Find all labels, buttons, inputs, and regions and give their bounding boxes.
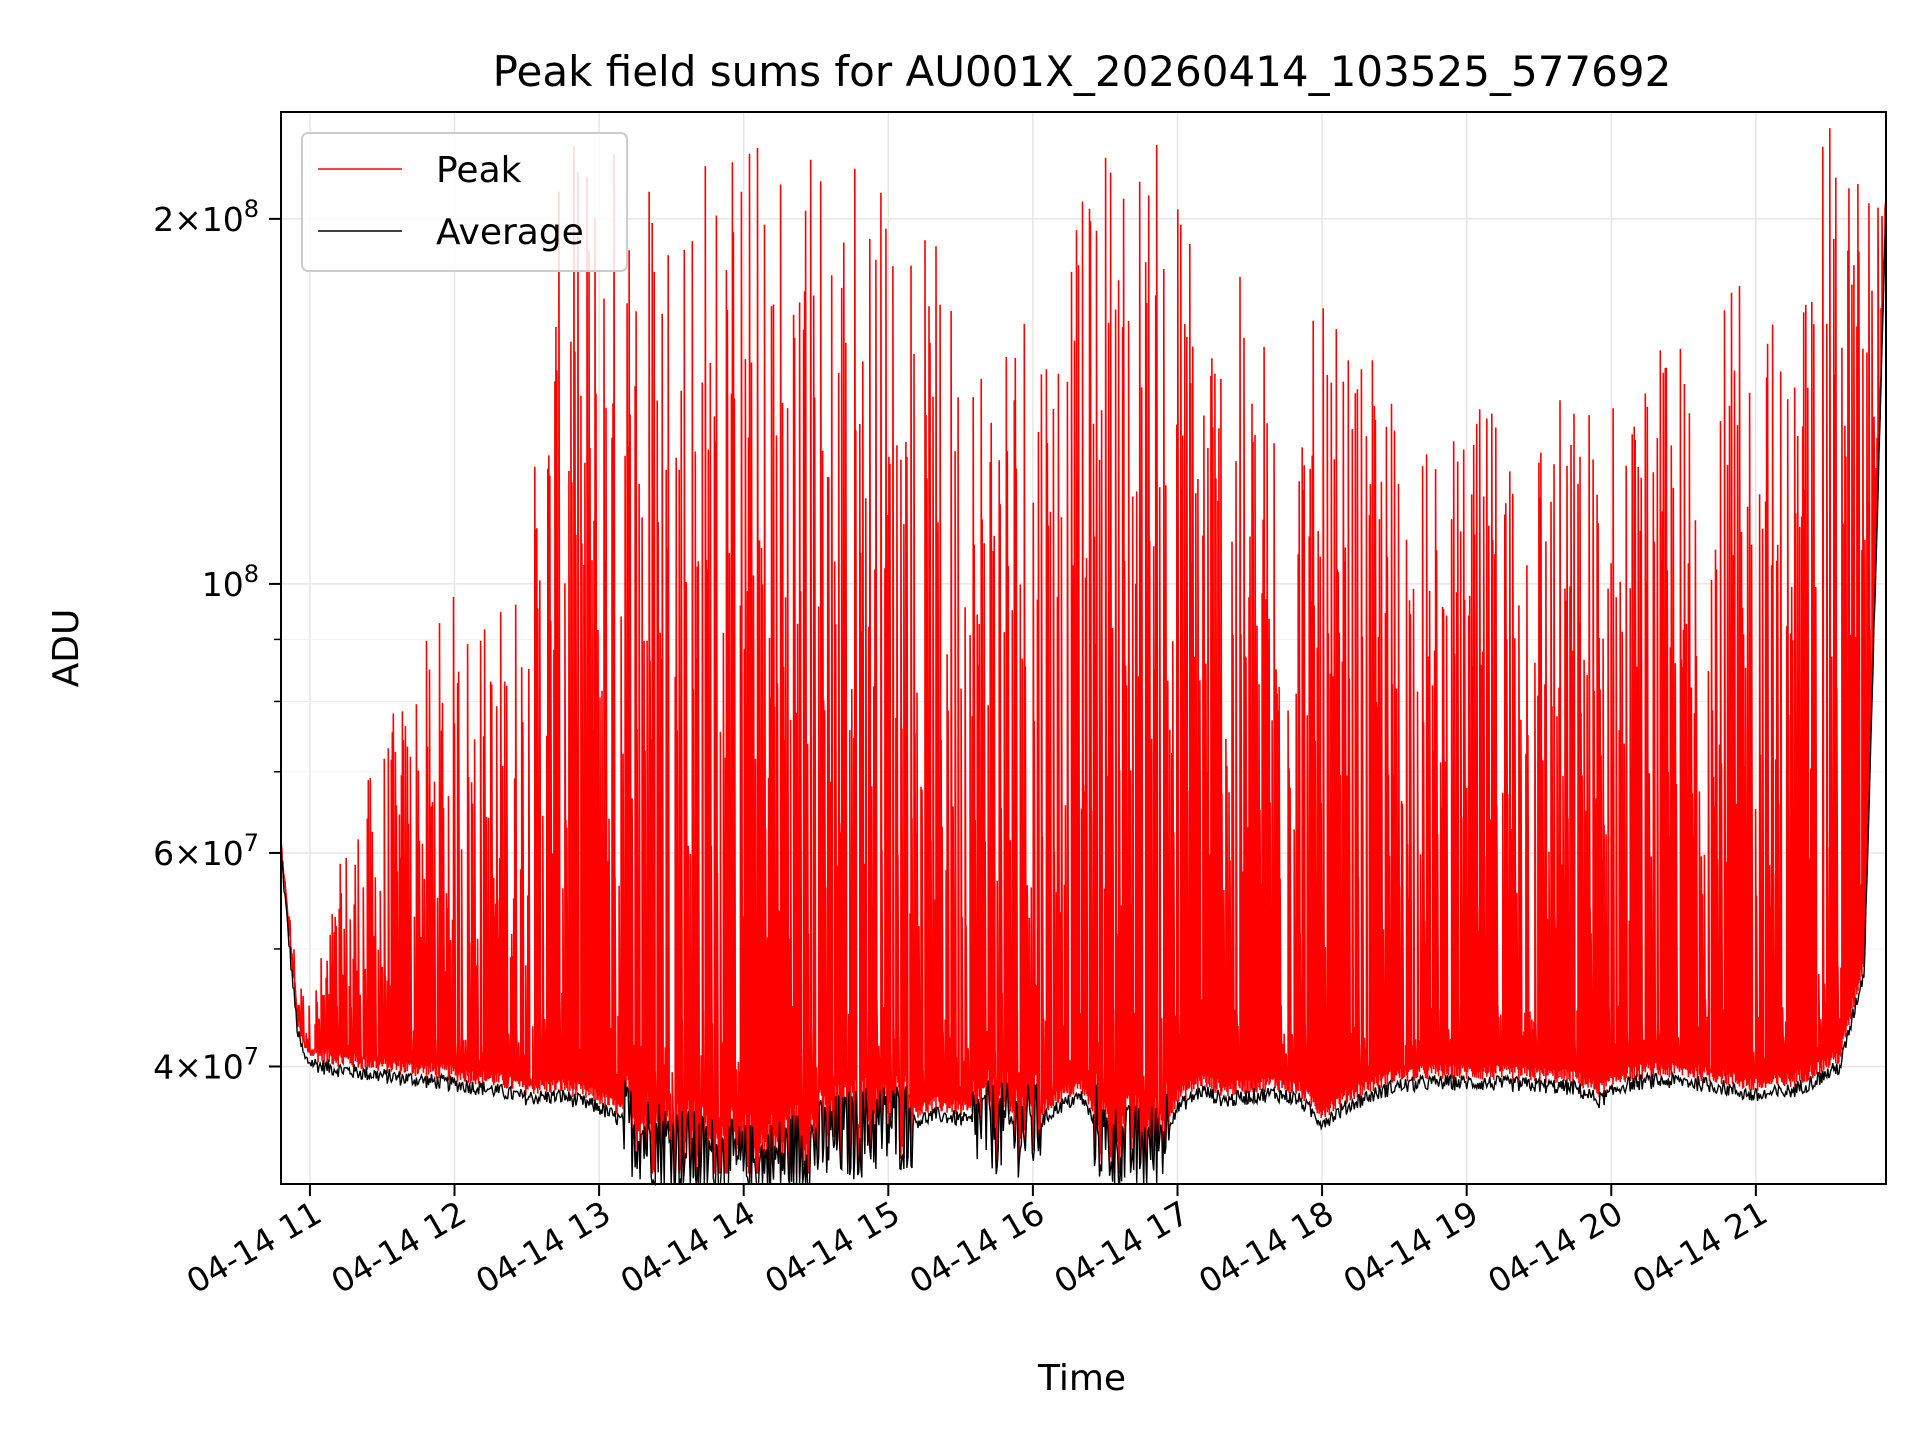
peak-series	[280, 128, 1887, 1174]
legend-box	[301, 132, 628, 272]
x-tick-label: 04-14 19	[1337, 1193, 1485, 1301]
chart-title: Peak field sums for AU001X_20260414_1035…	[493, 47, 1672, 96]
x-tick-label: 04-14 13	[469, 1193, 617, 1301]
x-tick-label: 04-14 21	[1626, 1193, 1774, 1301]
y-axis-label: ADU	[46, 609, 87, 688]
y-tick-label: 2×108	[153, 195, 259, 239]
x-tick-label: 04-14 14	[614, 1193, 762, 1301]
x-tick-label: 04-14 20	[1481, 1193, 1629, 1301]
y-tick-label: 108	[202, 560, 259, 604]
x-tick-label: 04-14 11	[180, 1193, 328, 1301]
y-tick-label: 6×107	[153, 829, 259, 873]
x-tick-label: 04-14 16	[903, 1193, 1051, 1301]
plot-frame	[280, 111, 1887, 1185]
y-axis: 4×107 6×107 108 2×108	[153, 195, 281, 1086]
legend-average-label: Average	[436, 212, 584, 253]
peak-series-line	[280, 128, 1887, 1174]
legend-peak-label: Peak	[436, 150, 522, 191]
average-series	[280, 207, 1887, 1187]
x-axis-label: Time	[1037, 1358, 1126, 1399]
legend: Peak Average	[301, 132, 628, 272]
y-tick-label: 4×107	[153, 1042, 259, 1086]
average-series-line	[280, 207, 1887, 1187]
x-tick-label: 04-14 15	[758, 1193, 906, 1301]
x-tick-label: 04-14 17	[1047, 1193, 1195, 1301]
x-tick-label: 04-14 18	[1192, 1193, 1340, 1301]
x-tick-label: 04-14 12	[325, 1193, 473, 1301]
